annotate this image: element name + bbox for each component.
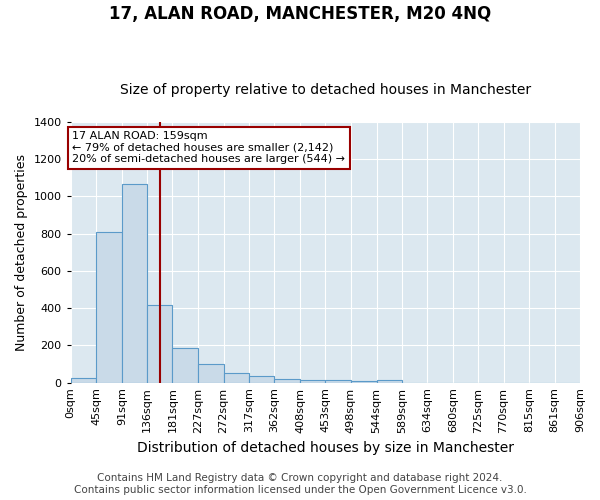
Text: 17, ALAN ROAD, MANCHESTER, M20 4NQ: 17, ALAN ROAD, MANCHESTER, M20 4NQ [109, 5, 491, 23]
Bar [147, 306, 172, 382]
Bar [249, 376, 274, 382]
Bar [224, 373, 249, 382]
Bar [122, 184, 147, 382]
X-axis label: Distribution of detached houses by size in Manchester: Distribution of detached houses by size … [137, 441, 514, 455]
Bar [71, 378, 96, 382]
Bar [172, 348, 199, 382]
Text: Contains HM Land Registry data © Crown copyright and database right 2024.
Contai: Contains HM Land Registry data © Crown c… [74, 474, 526, 495]
Bar [199, 364, 224, 382]
Bar [274, 379, 300, 382]
Bar [300, 380, 325, 382]
Bar [377, 380, 402, 382]
Title: Size of property relative to detached houses in Manchester: Size of property relative to detached ho… [120, 83, 531, 97]
Bar [350, 381, 377, 382]
Bar [325, 380, 350, 382]
Bar [96, 232, 122, 382]
Y-axis label: Number of detached properties: Number of detached properties [15, 154, 28, 350]
Text: 17 ALAN ROAD: 159sqm
← 79% of detached houses are smaller (2,142)
20% of semi-de: 17 ALAN ROAD: 159sqm ← 79% of detached h… [73, 131, 346, 164]
